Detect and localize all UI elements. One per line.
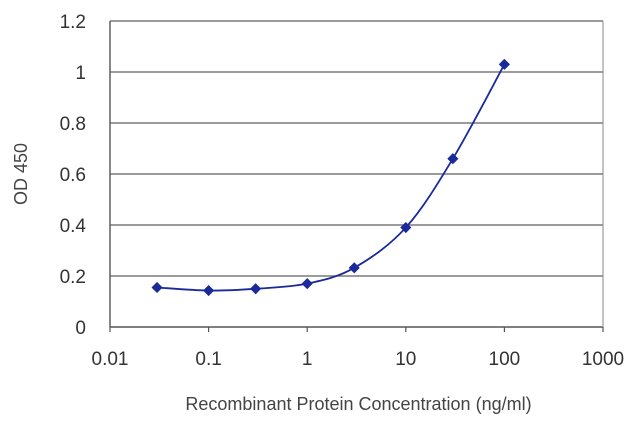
data-point [301, 278, 313, 290]
y-tick-label: 0.8 [60, 114, 86, 135]
x-tick-labels: 0.01 0.1 1 10 100 1000 [92, 349, 625, 370]
data-series [151, 58, 510, 297]
x-axis-title: Recombinant Protein Concentration (ng/ml… [185, 394, 531, 414]
data-point [250, 283, 262, 295]
y-tick-label: 0.6 [60, 165, 86, 186]
data-point [498, 58, 510, 70]
x-tick-label: 100 [489, 349, 521, 370]
data-point [203, 284, 215, 297]
y-tick-label: 0.4 [60, 216, 87, 237]
x-tick-label: 10 [395, 349, 416, 370]
data-point [348, 262, 360, 274]
series-line [156, 63, 506, 292]
x-tick-label: 1 [302, 349, 313, 370]
y-tick-label: 1 [75, 63, 86, 84]
axes [109, 21, 604, 332]
data-point [151, 281, 163, 294]
data-point [400, 221, 412, 234]
y-tick-label: 0.2 [60, 267, 86, 288]
data-point [447, 153, 459, 165]
y-tick-label: 1.2 [60, 12, 86, 33]
y-axis-title: OD 450 [11, 143, 31, 205]
x-tick-label: 0.1 [195, 349, 221, 370]
x-tick-label: 1000 [582, 349, 624, 370]
y-tick-labels: 0 0.2 0.4 0.6 0.8 1 1.2 [60, 12, 87, 339]
y-tick-label: 0 [75, 318, 86, 339]
gridlines [110, 20, 603, 277]
x-tick-label: 0.01 [92, 349, 129, 370]
